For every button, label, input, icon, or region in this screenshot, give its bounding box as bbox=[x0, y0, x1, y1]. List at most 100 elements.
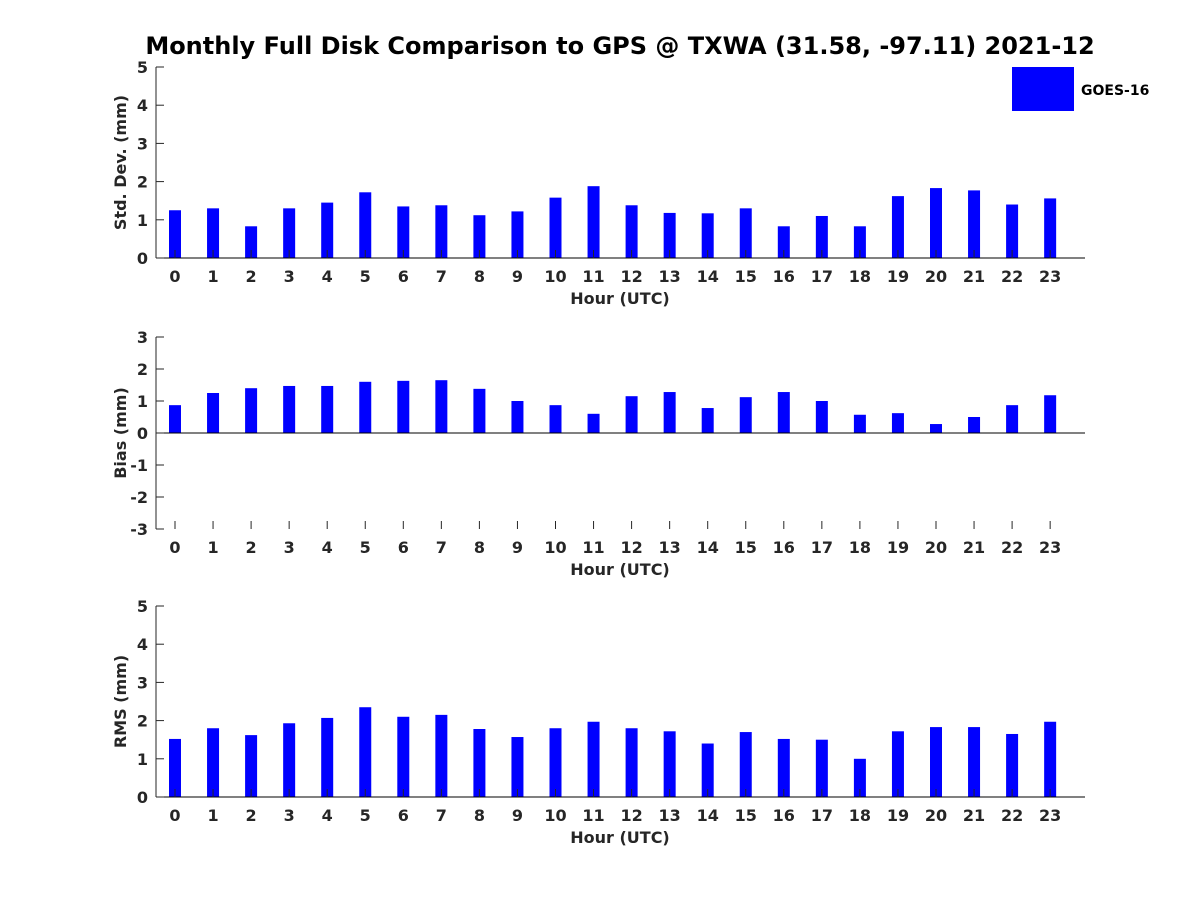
rms-bar bbox=[1044, 721, 1057, 797]
bias-bar bbox=[587, 413, 600, 433]
rms-bar bbox=[321, 717, 334, 797]
stddev-x-tick-label: 3 bbox=[284, 267, 295, 286]
stddev-bar bbox=[245, 226, 258, 258]
bias-bar bbox=[930, 424, 942, 433]
bias-x-tick-label: 21 bbox=[963, 538, 985, 557]
stddev-x-tick-label: 1 bbox=[207, 267, 218, 286]
rms-x-tick-label: 19 bbox=[887, 806, 909, 825]
rms-y-tick-label: 5 bbox=[137, 597, 148, 616]
rms-y-axis-label: RMS (mm) bbox=[111, 655, 130, 748]
bias-bar bbox=[359, 381, 372, 433]
rms-x-tick-label: 4 bbox=[322, 806, 333, 825]
rms-x-tick-label: 0 bbox=[169, 806, 180, 825]
stddev-x-tick-label: 12 bbox=[620, 267, 642, 286]
stddev-x-tick-label: 5 bbox=[360, 267, 371, 286]
rms-bar bbox=[739, 732, 752, 797]
stddev-x-tick-label: 18 bbox=[849, 267, 871, 286]
bias-x-tick-label: 15 bbox=[735, 538, 757, 557]
bias-x-tick-label: 13 bbox=[659, 538, 681, 557]
rms-y-tick-label: 3 bbox=[137, 673, 148, 692]
stddev-bar bbox=[1006, 204, 1019, 258]
legend-label-goes16: GOES-16 bbox=[1081, 83, 1149, 99]
stddev-x-tick-label: 23 bbox=[1039, 267, 1061, 286]
stddev-bar bbox=[169, 210, 181, 258]
rms-x-tick-label: 5 bbox=[360, 806, 371, 825]
stddev-x-tick-label: 20 bbox=[925, 267, 947, 286]
stddev-x-tick-label: 17 bbox=[811, 267, 833, 286]
stddev-y-tick-label: 3 bbox=[137, 134, 148, 153]
bias-x-tick-label: 18 bbox=[849, 538, 871, 557]
stddev-bar bbox=[968, 190, 981, 258]
bias-bar bbox=[207, 393, 220, 433]
bias-bar bbox=[321, 385, 334, 433]
rms-x-tick-label: 23 bbox=[1039, 806, 1061, 825]
figure-title: Monthly Full Disk Comparison to GPS @ TX… bbox=[145, 32, 1094, 60]
rms-bar bbox=[701, 743, 714, 797]
rms-bar bbox=[777, 738, 790, 797]
stddev-x-tick-label: 4 bbox=[322, 267, 333, 286]
stddev-x-tick-label: 0 bbox=[169, 267, 180, 286]
stddev-bar bbox=[815, 215, 828, 258]
bias-x-tick-label: 8 bbox=[474, 538, 485, 557]
rms-x-tick-label: 22 bbox=[1001, 806, 1023, 825]
rms-bar bbox=[891, 731, 904, 797]
bias-bar bbox=[245, 388, 258, 433]
bias-bar bbox=[777, 392, 790, 433]
bias-bar bbox=[815, 401, 828, 433]
bias-bar bbox=[968, 417, 981, 433]
bias-x-tick-label: 23 bbox=[1039, 538, 1061, 557]
bias-x-tick-label: 6 bbox=[398, 538, 409, 557]
bias-bar bbox=[473, 388, 486, 433]
legend: GOES-16 bbox=[1012, 67, 1149, 111]
bias-x-tick-label: 22 bbox=[1001, 538, 1023, 557]
bias-bar bbox=[1006, 405, 1019, 433]
bias-x-tick-label: 20 bbox=[925, 538, 947, 557]
bias-bar bbox=[663, 392, 676, 433]
stddev-x-tick-label: 22 bbox=[1001, 267, 1023, 286]
bias-x-tick-label: 2 bbox=[246, 538, 257, 557]
bias-y-tick-label: 3 bbox=[137, 328, 148, 347]
rms-x-tick-label: 20 bbox=[925, 806, 947, 825]
stddev-x-tick-label: 7 bbox=[436, 267, 447, 286]
stddev-bar bbox=[853, 226, 866, 258]
bias-bar bbox=[435, 380, 448, 433]
rms-x-tick-label: 18 bbox=[849, 806, 871, 825]
rms-y-tick-label: 0 bbox=[137, 788, 148, 807]
rms-y-tick-label: 4 bbox=[137, 635, 148, 654]
stddev-bar bbox=[473, 215, 486, 258]
rms-x-tick-label: 11 bbox=[582, 806, 604, 825]
stddev-y-tick-label: 0 bbox=[137, 249, 148, 268]
stddev-x-axis-label: Hour (UTC) bbox=[570, 289, 670, 308]
stddev-x-tick-label: 9 bbox=[512, 267, 523, 286]
rms-bar bbox=[968, 727, 981, 797]
stddev-x-tick-label: 19 bbox=[887, 267, 909, 286]
stddev-x-tick-label: 8 bbox=[474, 267, 485, 286]
legend-swatch-goes16 bbox=[1012, 67, 1074, 111]
bias-bar bbox=[397, 380, 410, 433]
stddev-x-tick-label: 21 bbox=[963, 267, 985, 286]
rms-x-tick-label: 13 bbox=[659, 806, 681, 825]
stddev-bar bbox=[283, 208, 296, 258]
rms-bar bbox=[169, 738, 181, 797]
bias-x-tick-label: 4 bbox=[322, 538, 333, 557]
bias-bar bbox=[891, 413, 904, 433]
stddev-bar bbox=[625, 205, 638, 258]
rms-x-tick-label: 15 bbox=[735, 806, 757, 825]
bias-bar bbox=[701, 408, 714, 433]
stddev-y-tick-label: 4 bbox=[137, 96, 148, 115]
rms-bar bbox=[815, 739, 828, 797]
rms-bar bbox=[397, 716, 410, 797]
rms-x-tick-label: 21 bbox=[963, 806, 985, 825]
stddev-x-tick-label: 10 bbox=[544, 267, 566, 286]
stddev-y-tick-label: 5 bbox=[137, 58, 148, 77]
stddev-bar bbox=[321, 202, 334, 258]
stddev-x-tick-label: 2 bbox=[246, 267, 257, 286]
stddev-bar bbox=[930, 188, 942, 258]
stddev-bar bbox=[891, 196, 904, 258]
stddev-x-tick-label: 16 bbox=[773, 267, 795, 286]
stddev-x-tick-label: 11 bbox=[582, 267, 604, 286]
bias-bar bbox=[853, 414, 866, 433]
bias-x-tick-label: 3 bbox=[284, 538, 295, 557]
